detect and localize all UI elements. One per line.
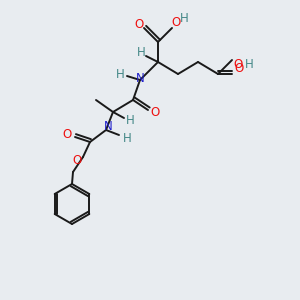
Text: O: O [233, 58, 243, 70]
Text: O: O [72, 154, 82, 166]
Text: O: O [150, 106, 160, 118]
Text: N: N [103, 121, 112, 134]
Text: O: O [234, 62, 244, 76]
Text: O: O [62, 128, 72, 142]
Text: H: H [116, 68, 124, 80]
Text: H: H [244, 58, 253, 70]
Text: H: H [136, 46, 146, 59]
Text: H: H [180, 13, 188, 26]
Text: O: O [171, 16, 181, 29]
Text: N: N [136, 71, 144, 85]
Text: H: H [123, 131, 131, 145]
Text: O: O [134, 19, 144, 32]
Text: H: H [126, 113, 134, 127]
